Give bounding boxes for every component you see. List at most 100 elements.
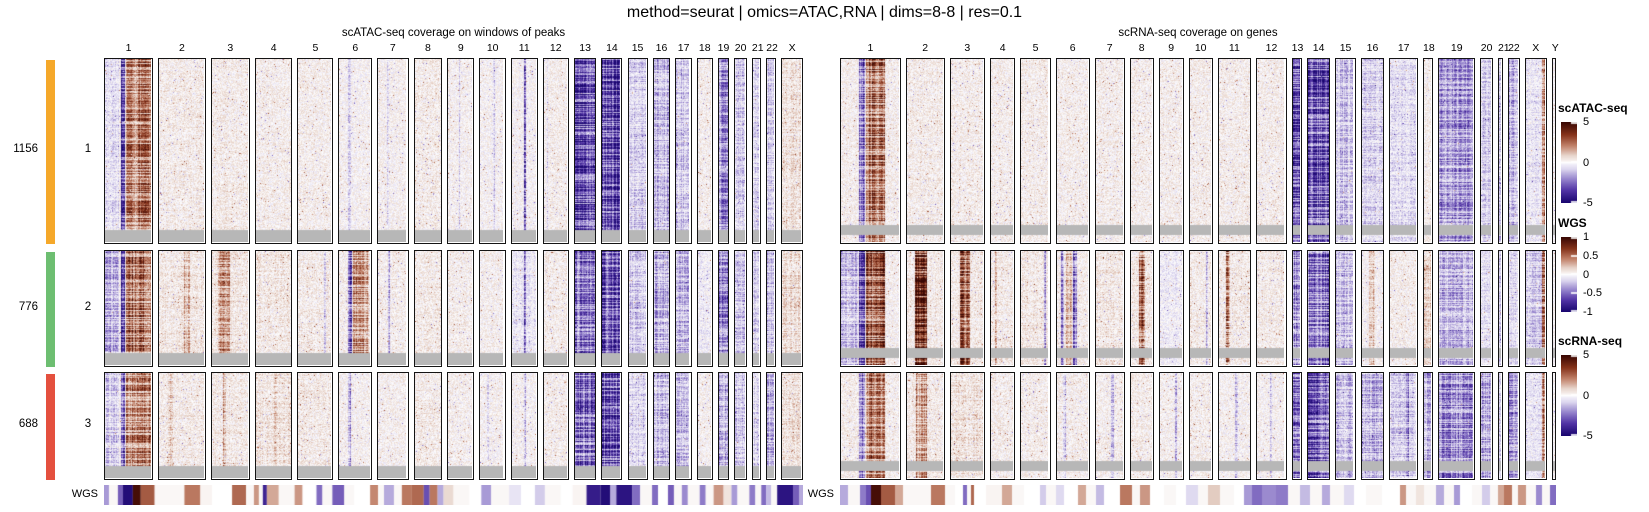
legend-tick-label: -1 [1583, 306, 1593, 318]
heatmap-block-right-chr22-cluster2 [1508, 250, 1520, 367]
heatmap-canvas [653, 373, 669, 478]
heatmap-canvas [1218, 251, 1250, 365]
chrom-label-left-5: 5 [312, 42, 319, 54]
chrom-label-left-9: 9 [457, 42, 464, 54]
legend-tick-label: -0.5 [1583, 287, 1602, 300]
heatmap-canvas [1130, 251, 1152, 365]
chrom-label-right-X: X [1532, 42, 1540, 54]
heatmap-block-right-chr9-cluster3 [1158, 372, 1184, 480]
heatmap-block-right-chr6-cluster1 [1055, 58, 1090, 244]
heatmap-canvas [211, 373, 248, 478]
heatmap-block-right-chr10-cluster1 [1188, 58, 1213, 244]
chrom-label-left-8: 8 [424, 42, 431, 54]
heatmap-canvas [1257, 373, 1285, 478]
heatmap-canvas [543, 251, 567, 365]
chrom-label-left-22: 22 [766, 42, 778, 54]
heatmap-block-right-chr8-cluster1 [1129, 58, 1154, 244]
wgs-track-left [104, 485, 803, 505]
heatmap-block-right-chr11-cluster2 [1217, 250, 1252, 367]
heatmap-block-left-chr21-cluster3 [751, 372, 762, 480]
chrom-label-right-7: 7 [1106, 42, 1113, 54]
heatmap-block-left-chr10-cluster1 [479, 58, 506, 244]
heatmap-canvas [1189, 373, 1211, 478]
cluster-count-label: 688 [18, 418, 38, 430]
heatmap-block-left-chr5-cluster1 [297, 58, 334, 244]
chrom-label-right-20: 20 [1480, 42, 1493, 54]
chrom-label-right-19: 19 [1450, 42, 1463, 54]
heatmap-block-left-chr6-cluster2 [338, 250, 373, 367]
heatmap-canvas [628, 373, 646, 478]
heatmap-block-left-chr7-cluster2 [377, 250, 409, 367]
heatmap-block-right-chr21-cluster2 [1497, 250, 1503, 367]
chrom-label-right-8: 8 [1138, 42, 1145, 54]
heatmap-canvas [1552, 59, 1555, 242]
heatmap-canvas [255, 251, 291, 365]
chrom-label-right-2: 2 [922, 42, 929, 54]
heatmap-block-right-chr15-cluster1 [1335, 58, 1356, 244]
heatmap-canvas [841, 59, 899, 242]
heatmap-block-right-chr4-cluster1 [990, 58, 1016, 244]
heatmap-canvas [1307, 59, 1329, 242]
heatmap-block-left-chr18-cluster3 [696, 372, 713, 480]
heatmap-canvas [718, 373, 728, 478]
heatmap-block-right-chr12-cluster2 [1256, 250, 1287, 367]
heatmap-block-left-chr20-cluster2 [734, 250, 747, 367]
heatmap-canvas [480, 59, 504, 242]
heatmap-block-left-chr5-cluster3 [297, 372, 334, 480]
chrom-label-right-17: 17 [1397, 42, 1410, 54]
heatmap-block-left-chr9-cluster2 [447, 250, 475, 367]
heatmap-canvas [1336, 59, 1354, 242]
heatmap-block-left-chr10-cluster3 [479, 372, 506, 480]
heatmap-canvas [676, 59, 690, 242]
chrom-label-right-10: 10 [1194, 42, 1207, 54]
heatmap-block-left-chr15-cluster3 [627, 372, 648, 480]
wgs-track-right [840, 485, 1556, 505]
heatmap-block-right-chr7-cluster2 [1094, 250, 1125, 367]
heatmap-block-left-chr6-cluster3 [338, 372, 373, 480]
chrom-label-left-12: 12 [549, 42, 562, 54]
heatmap-block-left-chr8-cluster1 [413, 58, 443, 244]
heatmap-block-left-chr20-cluster1 [734, 58, 747, 244]
heatmap-canvas [1159, 251, 1182, 365]
heatmap-block-left-chr14-cluster3 [601, 372, 623, 480]
heatmap-block-left-chr3-cluster2 [210, 250, 250, 367]
heatmap-canvas [511, 59, 536, 242]
heatmap-block-left-chrX-cluster3 [781, 372, 803, 480]
heatmap-block-right-chr22-cluster3 [1508, 372, 1520, 480]
heatmap-canvas [339, 251, 371, 365]
chrom-label-left-18: 18 [698, 42, 711, 54]
legend-tick-label: 0.5 [1583, 249, 1599, 262]
chrom-label-left-17: 17 [677, 42, 690, 54]
heatmap-block-left-chr16-cluster1 [652, 58, 671, 244]
chrom-label-left-13: 13 [579, 42, 591, 54]
cluster-count-label: 776 [18, 300, 38, 313]
heatmap-block-left-chr13-cluster3 [573, 372, 597, 480]
chrom-label-right-11: 11 [1228, 42, 1240, 54]
heatmap-block-left-chr22-cluster2 [766, 250, 777, 367]
heatmap-block-left-chr11-cluster2 [510, 250, 538, 367]
heatmap-canvas [1159, 373, 1182, 478]
heatmap-canvas [448, 251, 473, 365]
heatmap-canvas [1021, 373, 1049, 478]
heatmap-canvas [511, 251, 536, 365]
heatmap-canvas [105, 373, 151, 478]
heatmap-block-right-chr10-cluster2 [1188, 250, 1213, 367]
heatmap-block-left-chr1-cluster2 [104, 250, 153, 367]
legend-tick-label: 0 [1583, 156, 1590, 169]
heatmap-block-right-chr2-cluster2 [905, 250, 945, 367]
heatmap-block-left-chr2-cluster1 [157, 58, 206, 244]
panel-title-left: scATAC-seq coverage on windows of peaks [341, 27, 566, 39]
heatmap-block-right-chr16-cluster3 [1360, 372, 1385, 480]
legend-tick-label: 0 [1583, 389, 1590, 402]
heatmap-block-right-chr7-cluster1 [1094, 58, 1125, 244]
chrom-label-right-Y: Y [1551, 42, 1559, 54]
heatmap-canvas [718, 59, 728, 242]
chrom-label-right-3: 3 [964, 42, 971, 54]
heatmap-block-right-chr12-cluster3 [1256, 372, 1287, 480]
cluster-color-bar [46, 374, 55, 480]
heatmap-block-right-chr20-cluster2 [1480, 250, 1493, 367]
heatmap-block-left-chr7-cluster3 [377, 372, 409, 480]
heatmap-canvas [1390, 59, 1417, 242]
heatmap-block-left-chr22-cluster3 [766, 372, 777, 480]
chrom-label-right-21: 21 [1497, 42, 1510, 54]
